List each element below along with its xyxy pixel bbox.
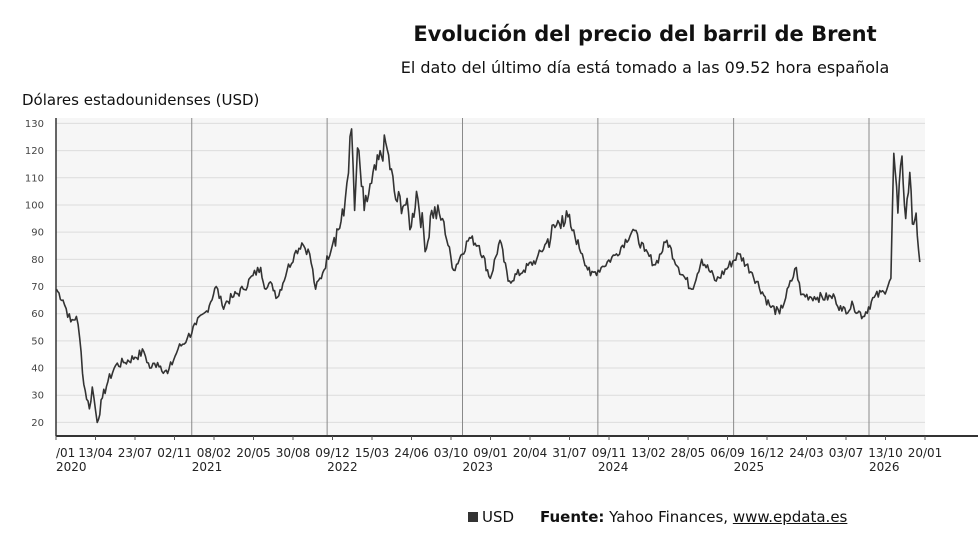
chart-subtitle: El dato del último día está tomado a las… — [400, 58, 890, 77]
y-tick-label: 30 — [31, 391, 44, 402]
x-tick-label: 24/03 — [789, 446, 824, 460]
y-tick-label: 40 — [31, 364, 44, 375]
y-tick-label: 130 — [25, 119, 44, 130]
year-label: 2026 — [869, 460, 900, 474]
x-tick-label: 13/10 — [868, 446, 903, 460]
source-link[interactable]: www.epdata.es — [732, 508, 848, 526]
x-tick-label: 06/09 — [710, 446, 745, 460]
x-tick-label: 30/08 — [276, 446, 311, 460]
y-tick-label: 50 — [31, 336, 44, 347]
line-chart: 20 30 40 50 60 70 80 90 100 110 120 130 2020 2021 2022… — [25, 118, 978, 474]
source-label: Fuente: — [540, 508, 605, 526]
y-tick-label: 20 — [31, 418, 44, 429]
x-tick-label: 09/01 — [473, 446, 508, 460]
year-label: 2025 — [734, 460, 765, 474]
y-tick-label: 90 — [31, 228, 44, 239]
y-tick-label: 100 — [25, 200, 44, 211]
y-tick-label: 70 — [31, 282, 44, 293]
year-label: 2021 — [192, 460, 223, 474]
legend-label: USD — [482, 508, 515, 526]
x-tick-label: 15/03 — [355, 446, 390, 460]
x-tick-label: 09/12 — [315, 446, 350, 460]
x-tick-label: 03/07 — [829, 446, 864, 460]
x-tick-label: 09/11 — [592, 446, 627, 460]
x-tick-label: 23/07 — [118, 446, 153, 460]
year-label: 2022 — [327, 460, 358, 474]
y-tick-label: 80 — [31, 255, 44, 266]
x-tick-label: 13/04 — [78, 446, 113, 460]
x-tick-label: 20/01 — [908, 446, 943, 460]
x-tick-label: 31/07 — [552, 446, 587, 460]
y-axis-label: Dólares estadounidenses (USD) — [22, 91, 260, 109]
x-tick-label: 24/06 — [394, 446, 429, 460]
x-tick-label: /01 — [56, 446, 75, 460]
x-tick-label: 20/04 — [513, 446, 548, 460]
x-tick-label: 08/02 — [197, 446, 232, 460]
y-tick-label: 120 — [25, 146, 44, 157]
x-tick-label: 16/12 — [750, 446, 785, 460]
year-label: 2023 — [462, 460, 493, 474]
source-note: Fuente: Yahoo Finances, www.epdata.es — [540, 508, 847, 526]
chart-title: Evolución del precio del barril de Brent — [413, 22, 877, 46]
legend: USD — [468, 508, 514, 526]
y-tick-label: 110 — [25, 173, 44, 184]
y-tick-label: 60 — [31, 309, 44, 320]
source-text: Yahoo Finances, — [609, 508, 729, 526]
x-tick-label: 28/05 — [671, 446, 706, 460]
legend-swatch — [468, 512, 478, 522]
x-tick-label: 20/05 — [236, 446, 271, 460]
x-tick-label: 03/10 — [434, 446, 469, 460]
year-label: 2024 — [598, 460, 629, 474]
series-line-usd — [55, 128, 921, 424]
year-label: 2020 — [56, 460, 87, 474]
x-tick-label: 13/02 — [631, 446, 666, 460]
x-tick-label: 02/11 — [157, 446, 192, 460]
